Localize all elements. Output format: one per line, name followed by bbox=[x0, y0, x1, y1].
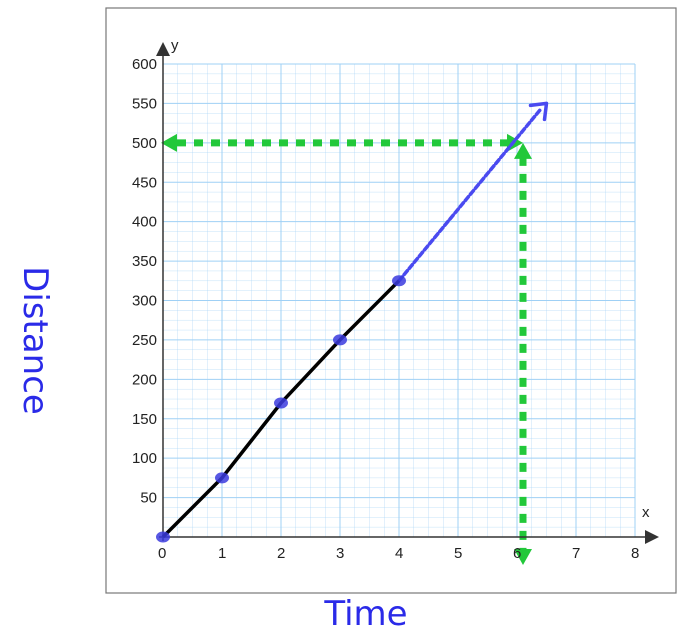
y-tick-label: 250 bbox=[132, 332, 157, 349]
y-tick-label: 200 bbox=[132, 371, 157, 388]
y-axis-arrowhead bbox=[156, 42, 170, 56]
x-axis-title: Time bbox=[323, 594, 407, 634]
guide-arrowhead-down bbox=[514, 549, 532, 565]
data-point bbox=[274, 397, 288, 409]
extrapolation-arrowhead bbox=[528, 101, 549, 122]
x-tick-label: 6 bbox=[513, 545, 521, 562]
data-point bbox=[333, 334, 347, 346]
x-tick-label: 3 bbox=[336, 545, 344, 562]
data-point bbox=[392, 275, 406, 287]
x-tick-label: 8 bbox=[631, 545, 639, 562]
y-tick-label: 100 bbox=[132, 450, 157, 467]
x-axis-letter: x bbox=[642, 504, 650, 521]
x-tick-label: 0 bbox=[158, 545, 166, 562]
y-tick-label: 550 bbox=[132, 95, 157, 112]
y-tick-label: 600 bbox=[132, 56, 157, 73]
y-tick-label: 300 bbox=[132, 293, 157, 310]
series bbox=[156, 101, 549, 543]
x-axis-arrowhead bbox=[645, 530, 659, 544]
data-point bbox=[156, 531, 170, 543]
guide-arrowhead-up bbox=[514, 142, 532, 159]
extrapolation-line bbox=[397, 107, 543, 283]
x-tick-label: 5 bbox=[454, 545, 462, 562]
y-axis-title: Distance bbox=[15, 266, 55, 415]
y-axis-letter: y bbox=[171, 37, 179, 54]
y-tick-label: 150 bbox=[132, 411, 157, 428]
axis-labels: Distance Time bbox=[15, 266, 408, 634]
y-tick-label: 500 bbox=[132, 135, 157, 152]
y-tick-label: 50 bbox=[140, 490, 157, 507]
y-tick-label: 350 bbox=[132, 253, 157, 270]
guide-arrowhead-left bbox=[161, 133, 177, 152]
x-tick-label: 2 bbox=[277, 545, 285, 562]
tick-labels: 0 1 2 3 4 5 6 7 8 50 100 150 200 250 300 350 400 450 500 55… bbox=[132, 56, 639, 562]
x-tick-label: 7 bbox=[572, 545, 580, 562]
x-tick-label: 4 bbox=[395, 545, 403, 562]
y-tick-label: 400 bbox=[132, 214, 157, 231]
axes: xy bbox=[156, 37, 659, 544]
y-tick-label: 450 bbox=[132, 174, 157, 191]
data-point bbox=[215, 472, 229, 484]
x-tick-label: 1 bbox=[218, 545, 226, 562]
